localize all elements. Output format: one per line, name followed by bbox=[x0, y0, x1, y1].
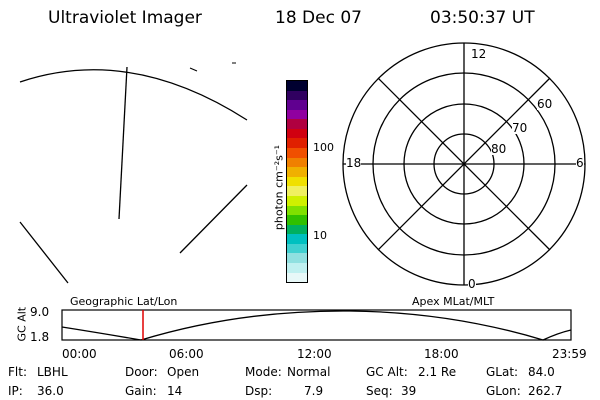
colorbar bbox=[286, 80, 308, 283]
colorbar-segment bbox=[287, 262, 307, 273]
filter-label: Flt: bbox=[8, 365, 27, 379]
colorbar-segment bbox=[287, 272, 307, 283]
x-tick-2359: 23:59 bbox=[552, 347, 587, 361]
door-label: Door: bbox=[125, 365, 158, 379]
mlat-label-70: 70 bbox=[512, 121, 528, 135]
x-tick-0000: 00:00 bbox=[62, 347, 97, 361]
colorbar-segment bbox=[287, 157, 307, 168]
date-label: 18 Dec 07 bbox=[275, 8, 362, 28]
colorbar-segment bbox=[287, 186, 307, 196]
y-tick-9: 9.0 bbox=[30, 305, 50, 319]
colorbar-segment bbox=[287, 119, 307, 129]
colorbar-segment bbox=[287, 243, 307, 254]
ip-label: IP: bbox=[8, 384, 23, 398]
gain-label: Gain: bbox=[125, 384, 157, 398]
y-tick-1-8: 1.8 bbox=[30, 330, 50, 344]
mlt-label-0: 0 bbox=[468, 277, 476, 291]
colorbar-segment bbox=[287, 90, 307, 101]
door-value: Open bbox=[167, 365, 200, 379]
mlat-label-80: 80 bbox=[491, 142, 507, 156]
colorbar-segment bbox=[287, 138, 307, 149]
colorbar-segment bbox=[287, 253, 307, 263]
colorbar-segment bbox=[287, 205, 307, 216]
glon-value: 262.7 bbox=[528, 384, 563, 398]
gain-value: 14 bbox=[167, 384, 183, 398]
colorbar-segment bbox=[287, 224, 307, 235]
filter-value: LBHL bbox=[37, 365, 68, 379]
glat-label: GLat: bbox=[486, 365, 519, 379]
colorbar-tick-100: 100 bbox=[313, 141, 334, 154]
colorbar-tick-10: 10 bbox=[313, 229, 327, 242]
colorbar-segment bbox=[287, 109, 307, 120]
seq-value: 39 bbox=[401, 384, 417, 398]
mlt-label-12: 12 bbox=[471, 47, 487, 61]
colorbar-segment bbox=[287, 215, 307, 225]
mlat-label-60: 60 bbox=[537, 97, 553, 111]
mlt-label-18: 18 bbox=[346, 156, 362, 170]
dsp-value: 7.9 bbox=[304, 384, 324, 398]
geographic-label: Geographic Lat/Lon bbox=[70, 295, 178, 308]
y-axis-title: GC Alt bbox=[15, 306, 29, 342]
instrument-title: Ultraviolet Imager bbox=[48, 8, 202, 28]
glat-value: 84.0 bbox=[528, 365, 555, 379]
gc-alt-label: GC Alt: bbox=[366, 365, 408, 379]
colorbar-segment bbox=[287, 81, 307, 91]
colorbar-segment bbox=[287, 100, 307, 110]
colorbar-segment bbox=[287, 234, 307, 244]
gc-alt-value: 2.1 Re bbox=[418, 365, 457, 379]
mlt-label-6: 6 bbox=[576, 156, 584, 170]
seq-label: Seq: bbox=[366, 384, 393, 398]
colorbar-segment bbox=[287, 148, 307, 158]
glon-label: GLon: bbox=[486, 384, 521, 398]
x-tick-1200: 12:00 bbox=[297, 347, 332, 361]
ip-value: 36.0 bbox=[37, 384, 64, 398]
colorbar-segment bbox=[287, 128, 307, 139]
colorbar-segment bbox=[287, 176, 307, 187]
x-tick-1800: 18:00 bbox=[424, 347, 459, 361]
mode-value: Normal bbox=[287, 365, 331, 379]
mode-label: Mode: bbox=[245, 365, 282, 379]
time-label: 03:50:37 UT bbox=[430, 8, 535, 28]
dsp-label: Dsp: bbox=[245, 384, 273, 398]
colorbar-segment bbox=[287, 167, 307, 177]
apex-label: Apex MLat/MLT bbox=[412, 295, 495, 308]
x-tick-0600: 06:00 bbox=[169, 347, 204, 361]
colorbar-segment bbox=[287, 195, 307, 206]
